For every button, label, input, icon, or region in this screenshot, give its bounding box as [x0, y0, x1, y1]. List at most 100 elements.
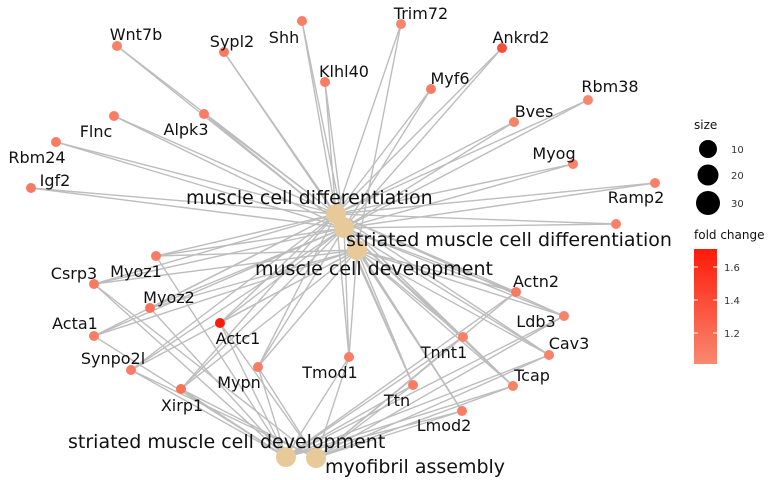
- gene-label-trim72: Trim72: [393, 4, 448, 23]
- gene-node-myog: [568, 159, 578, 169]
- edge-synpo2l-smcdiff: [130, 227, 345, 371]
- edge-cav3-mfa: [315, 354, 550, 459]
- gene-node-actc1: [215, 318, 225, 328]
- gene-label-flnc: Flnc: [80, 122, 113, 141]
- gene-label-tcap: Tcap: [513, 366, 550, 385]
- gene-node-rbm24: [51, 137, 61, 147]
- gene-node-rbm38: [583, 95, 593, 105]
- legend: size 10 20 30 fold change 1.6 1.4 1.2: [694, 118, 765, 364]
- category-label-smcdev: striated muscle cell development: [68, 431, 385, 453]
- gene-label-acta1: Acta1: [52, 314, 98, 333]
- edge-flnc-smcdiff: [113, 115, 345, 229]
- edge-ankrd2-mcd: [335, 47, 503, 215]
- edge-tcap-mfa: [315, 385, 514, 459]
- category-node-layer: [276, 204, 367, 468]
- edge-myog-mcd: [335, 163, 574, 215]
- size-legend-label-10: 10: [731, 145, 744, 156]
- gene-label-csrp3: Csrp3: [51, 264, 97, 283]
- gene-node-cav3: [544, 350, 554, 360]
- gene-label-synpo2l: Synpo2l: [81, 349, 145, 368]
- edge-xirp1-smcdiff: [180, 227, 345, 390]
- edge-csrp3-mcdev: [93, 249, 358, 285]
- edge-igf2-smcdiff: [30, 187, 345, 229]
- edge-xirp1-smcdev: [180, 388, 287, 458]
- gene-node-lmod2: [457, 406, 467, 416]
- gene-label-actc1: Actc1: [216, 329, 261, 348]
- gene-node-layer: [26, 16, 660, 416]
- color-legend-bar: [694, 249, 717, 364]
- color-legend-tick-label: 1.6: [724, 263, 740, 274]
- gene-node-tmod1: [344, 352, 354, 362]
- edge-shh-mcd: [301, 20, 337, 215]
- category-label-mfa: myofibril assembly: [325, 456, 505, 478]
- edge-synpo2l-mfa: [130, 369, 317, 459]
- gene-node-tcap: [508, 381, 518, 391]
- size-legend-dot-medium: [697, 164, 719, 186]
- edge-xirp1-mfa: [180, 388, 317, 459]
- edge-actn2-smcdev: [285, 291, 517, 458]
- gene-node-bves: [509, 117, 519, 127]
- edge-myoz2-mcdev: [149, 249, 358, 309]
- category-node-smcdev: [276, 447, 296, 467]
- edge-tnnt1-smcdev: [285, 336, 464, 458]
- gene-label-bves: Bves: [515, 102, 554, 121]
- edge-csrp3-smcdiff: [93, 227, 345, 285]
- size-legend-title: size: [694, 118, 717, 132]
- gene-node-sypl2: [219, 47, 229, 57]
- edge-igf2-mcd: [30, 187, 337, 215]
- color-legend-tick-label: 1.4: [724, 296, 740, 307]
- edge-ldb3-smcdev: [285, 315, 565, 458]
- gene-node-klhl40: [320, 77, 330, 87]
- edge-trim72-mcd: [335, 23, 402, 215]
- edge-myf6-mcd: [335, 88, 432, 215]
- category-node-mfa: [306, 448, 326, 468]
- gene-label-igf2: Igf2: [40, 171, 71, 190]
- gene-node-trim72: [396, 19, 406, 29]
- gene-label-ankrd2: Ankrd2: [493, 28, 550, 47]
- size-legend-dot-large: [696, 191, 720, 215]
- edge-myoz1-smcdiff: [155, 227, 345, 257]
- edge-unlabeled-gene: [343, 223, 617, 229]
- gene-label-myog: Myog: [532, 144, 575, 163]
- gene-label-wnt7b: Wnt7b: [110, 25, 163, 44]
- edge-myog-smcdiff: [343, 163, 574, 229]
- gene-node-ramp2: [650, 178, 660, 188]
- edge-myoz2-smcdev: [149, 307, 287, 458]
- gene-node-ttn: [408, 380, 418, 390]
- gene-label-cav3: Cav3: [549, 334, 590, 353]
- edge-actn2-mcdev: [356, 249, 517, 293]
- edge-tmod1-smcdiff: [343, 227, 350, 358]
- edge-tnnt1-mfa: [315, 336, 464, 459]
- gene-label-myf6: Myf6: [430, 69, 469, 88]
- edge-acta1-mcdev: [93, 249, 358, 337]
- gene-label-actn2: Actn2: [513, 272, 559, 291]
- edge-rbm24-smcdiff: [55, 141, 345, 229]
- edge-ramp2-smcdiff: [343, 182, 656, 229]
- edge-cav3-mcd: [335, 213, 550, 356]
- gene-label-mypn: Mypn: [217, 373, 261, 392]
- edge-csrp3-mcd: [93, 213, 337, 285]
- gene-node-ankrd2: [497, 43, 507, 53]
- gene-label-xirp1: Xirp1: [161, 396, 203, 415]
- edge-acta1-mcd: [93, 213, 337, 337]
- edge-lmod2-mcdev: [356, 249, 463, 412]
- category-label-mcdev: muscle cell development: [255, 258, 493, 280]
- edge-lmod2-mfa: [315, 410, 463, 459]
- gene-label-tmod1: Tmod1: [301, 363, 357, 382]
- edge-myoz1-smcdev: [155, 255, 287, 458]
- edge-cav3-smcdiff: [343, 227, 550, 356]
- gene-label-shh: Shh: [269, 28, 299, 47]
- edge-ramp2-mcd: [335, 182, 656, 215]
- edge-tcap-smcdev: [285, 385, 514, 458]
- gene-label-myoz2: Myoz2: [143, 288, 195, 307]
- edge-ttn-smcdev: [285, 384, 414, 458]
- edge-rbm24-mcd: [55, 141, 337, 215]
- size-legend-dot-small: [699, 140, 717, 158]
- label-layer: muscle cell differentiation striated musc…: [8, 4, 672, 478]
- gene-node-acta1: [89, 331, 99, 341]
- edge-alpk3-mcd: [203, 113, 337, 215]
- edge-rbm38-mcd: [335, 99, 589, 215]
- gene-label-rbm38: Rbm38: [581, 77, 638, 96]
- edge-ldb3-mcdev: [356, 249, 565, 317]
- edge-trim72-mcdev: [356, 23, 402, 251]
